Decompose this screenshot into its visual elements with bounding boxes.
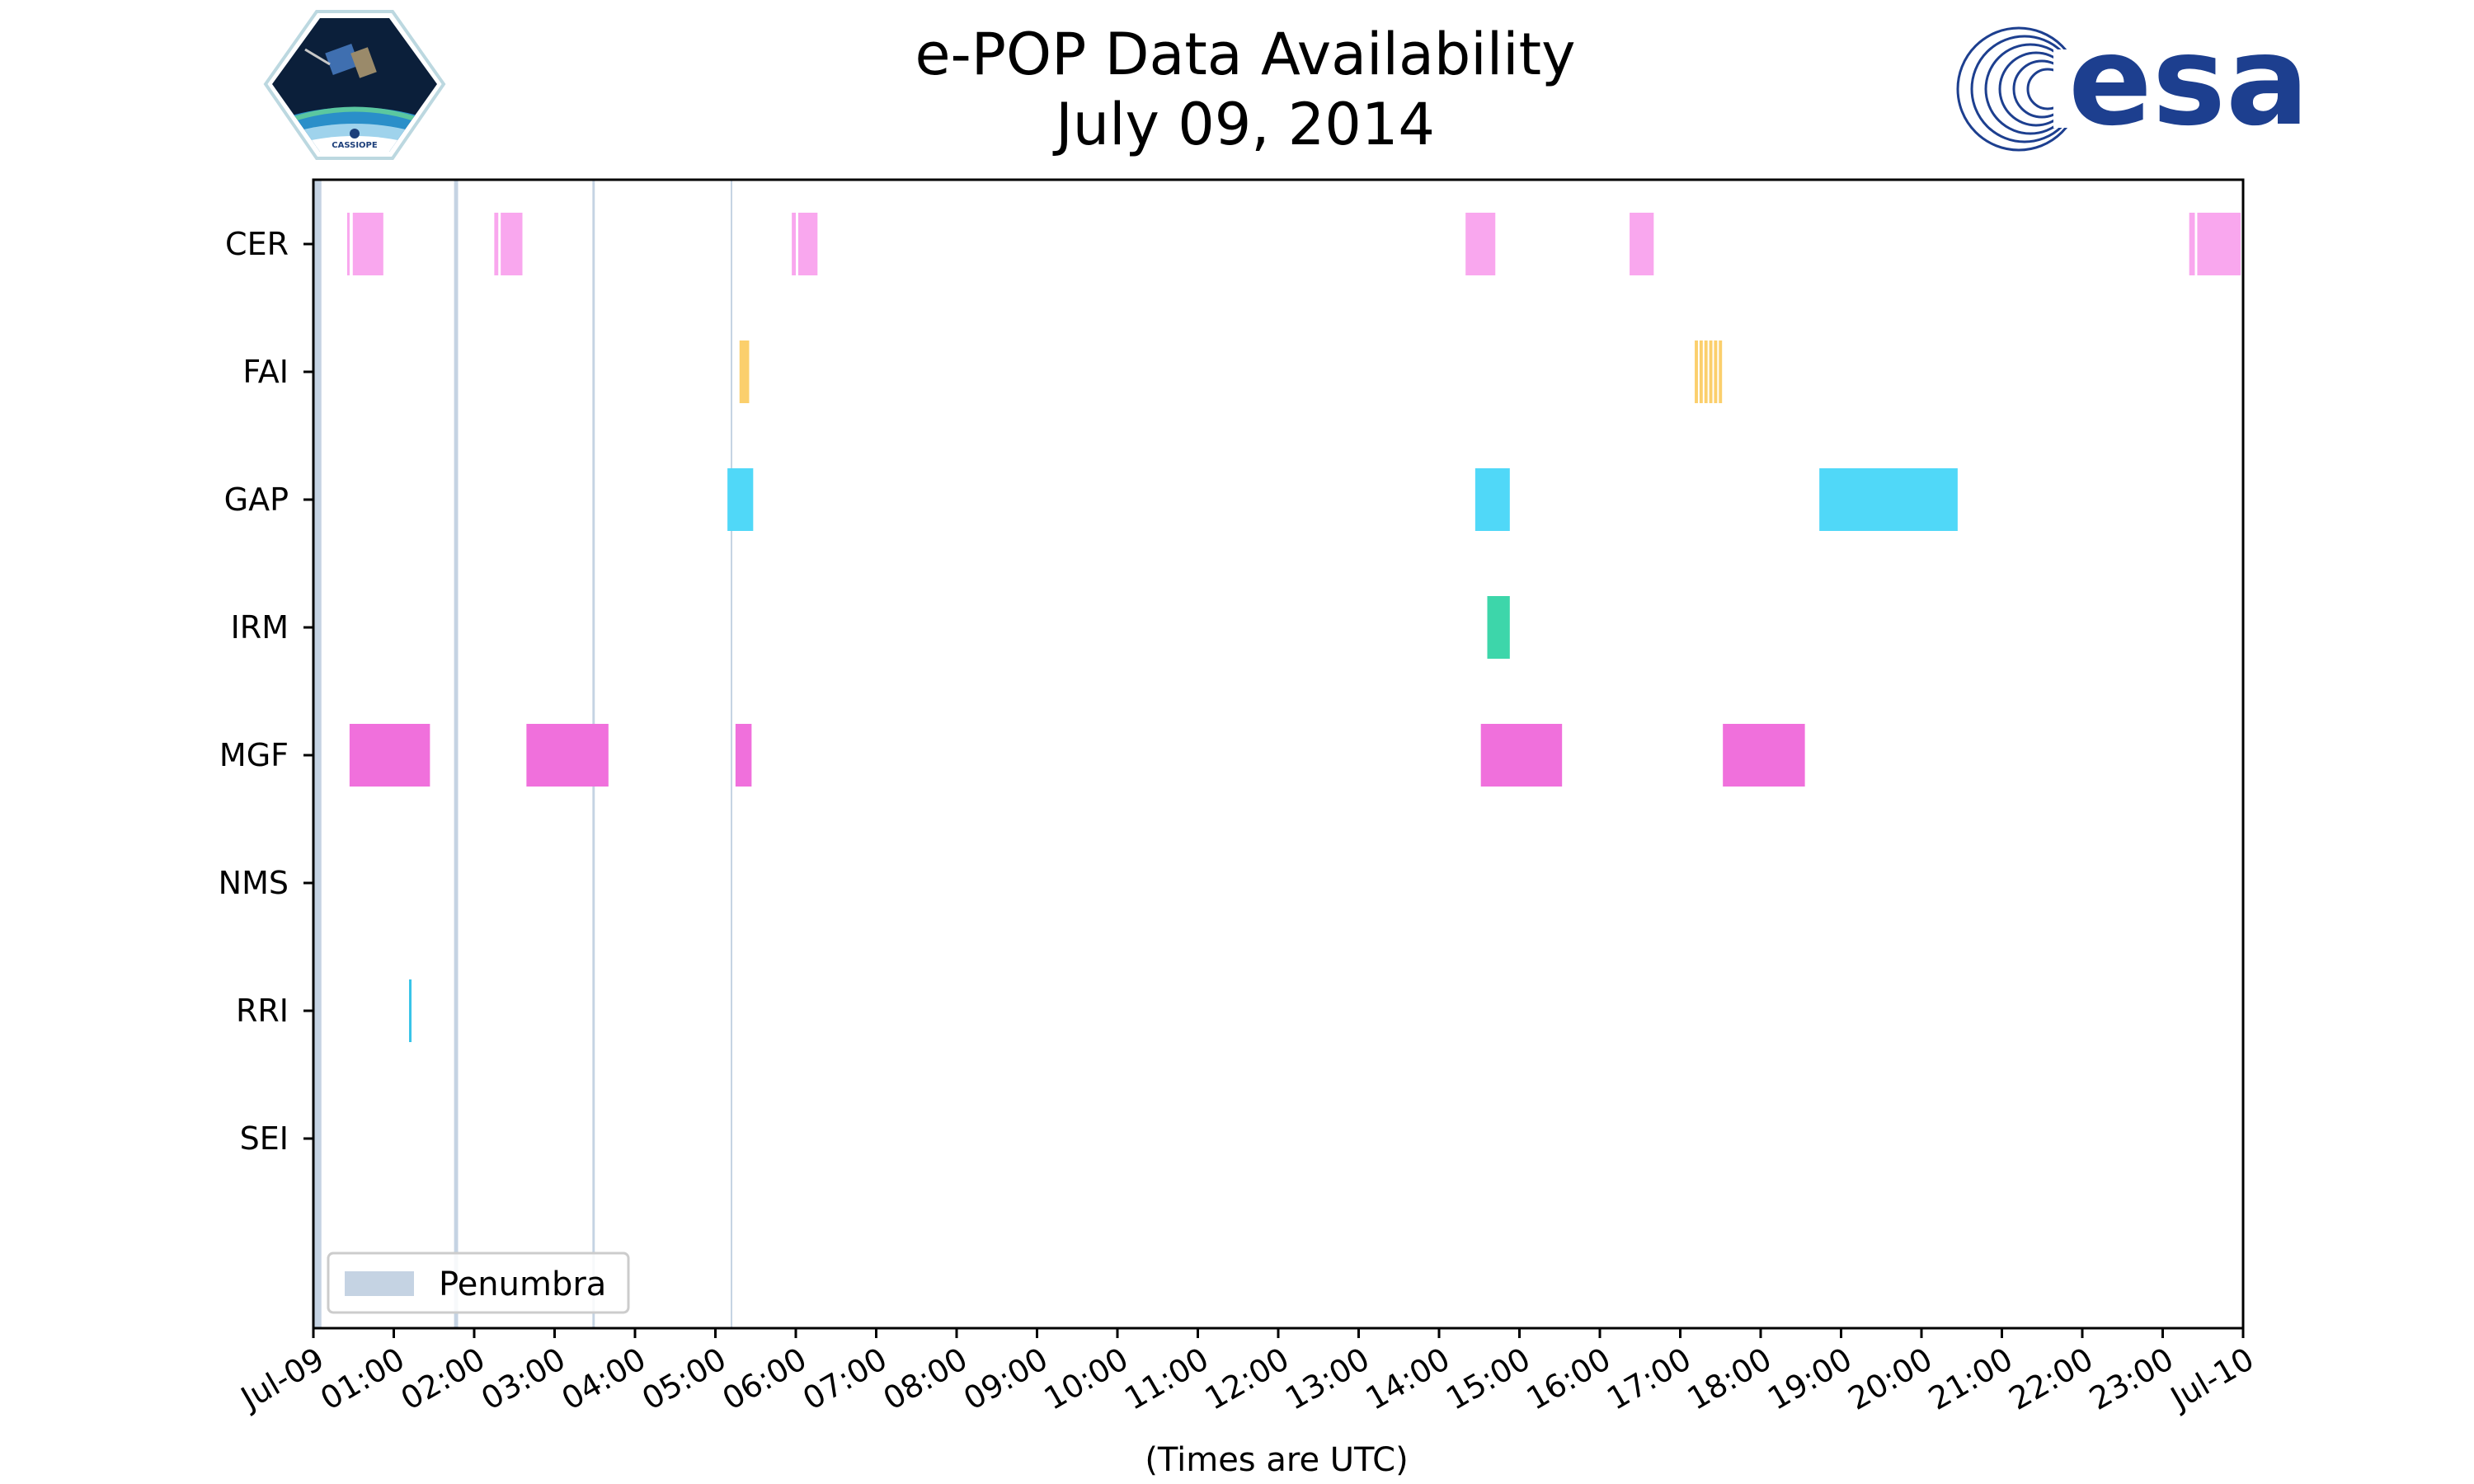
- penumbra-band: [313, 180, 322, 1328]
- availability-bar-cer: [1465, 213, 1496, 275]
- chart-title-line1: e-POP Data Availability: [915, 21, 1575, 88]
- availability-bar-fai: [739, 340, 750, 403]
- x-tick-label: 06:00: [717, 1341, 813, 1417]
- y-tick-label: RRI: [236, 993, 289, 1029]
- availability-bar-cer: [352, 213, 383, 275]
- x-tick-label: 09:00: [957, 1341, 1054, 1417]
- availability-bar-mgf: [526, 724, 609, 787]
- legend-label-penumbra: Penumbra: [439, 1266, 606, 1303]
- availability-bar-gap: [727, 468, 754, 531]
- cassiope-logo: CASSIOPE: [263, 10, 446, 160]
- legend: Penumbra: [327, 1252, 630, 1314]
- availability-bar-fai: [1714, 340, 1718, 403]
- availability-bar-cer: [1630, 213, 1654, 275]
- y-axis: CER FAI GAP IRM MGF NMS RRI SEI: [219, 226, 313, 1157]
- y-tick-label: CER: [225, 226, 289, 262]
- availability-bar-cer: [2189, 213, 2195, 275]
- availability-bar-fai: [1704, 340, 1708, 403]
- x-tick-label: 10:00: [1038, 1341, 1135, 1417]
- x-tick-label: 16:00: [1521, 1341, 1617, 1417]
- x-tick-label: 18:00: [1681, 1341, 1778, 1417]
- x-tick-label: 02:00: [395, 1341, 492, 1417]
- availability-bar-fai: [1695, 340, 1698, 403]
- bars-layer: [346, 213, 2241, 1042]
- availability-bar-fai: [1709, 340, 1713, 403]
- availability-bar-gap: [1819, 468, 1958, 531]
- x-tick-label: 20:00: [1842, 1341, 1939, 1417]
- y-tick-label: FAI: [242, 354, 289, 390]
- legend-swatch-penumbra: [345, 1271, 414, 1296]
- esa-logo-text: esa: [2068, 10, 2309, 153]
- availability-bar-fai: [1699, 340, 1703, 403]
- plot-area: [313, 180, 2243, 1328]
- x-tick-label: 01:00: [314, 1341, 411, 1417]
- penumbra-band: [731, 180, 733, 1328]
- availability-bar-cer: [346, 213, 350, 275]
- x-tick-label: 19:00: [1761, 1341, 1858, 1417]
- x-tick-label: 15:00: [1440, 1341, 1536, 1417]
- y-tick-label: MGF: [219, 737, 289, 773]
- x-tick-label: 12:00: [1199, 1341, 1296, 1417]
- x-tick-label: 11:00: [1118, 1341, 1215, 1417]
- x-axis: Jul-0901:0002:0003:0004:0005:0006:0007:0…: [233, 1328, 2260, 1417]
- x-tick-label: 03:00: [475, 1341, 571, 1417]
- availability-bar-cer: [797, 213, 818, 275]
- penumbra-band: [454, 180, 459, 1328]
- x-axis-label: (Times are UTC): [1145, 1441, 1408, 1479]
- chart-title-line2: July 09, 2014: [1052, 91, 1435, 158]
- availability-bar-mgf: [1480, 724, 1563, 787]
- x-tick-label: 07:00: [797, 1341, 893, 1417]
- x-tick-label: 22:00: [2003, 1341, 2100, 1417]
- x-tick-label: 13:00: [1279, 1341, 1376, 1417]
- x-tick-label: 08:00: [877, 1341, 974, 1417]
- y-tick-label: SEI: [240, 1120, 289, 1157]
- y-tick-label: GAP: [224, 481, 289, 518]
- availability-bar-cer: [2197, 213, 2241, 275]
- x-tick-label: 21:00: [1922, 1341, 2019, 1417]
- availability-bar-cer: [792, 213, 796, 275]
- availability-bar-irm: [1487, 596, 1510, 659]
- cassiope-logo-text: CASSIOPE: [332, 141, 378, 150]
- availability-bar-mgf: [735, 724, 752, 787]
- availability-bar-mgf: [349, 724, 430, 787]
- esa-logo: esa: [1956, 10, 2309, 153]
- x-tick-label: 14:00: [1360, 1341, 1456, 1417]
- availability-bar-mgf: [1723, 724, 1805, 787]
- x-tick-label: 17:00: [1601, 1341, 1697, 1417]
- legend-box: [327, 1252, 630, 1314]
- x-tick-label: 23:00: [2083, 1341, 2180, 1417]
- x-tick-label: Jul-09: [233, 1341, 330, 1417]
- x-tick-label: Jul-10: [2163, 1341, 2260, 1417]
- availability-bar-rri: [409, 979, 412, 1042]
- y-tick-label: IRM: [231, 609, 289, 646]
- availability-bar-gap: [1475, 468, 1510, 531]
- x-tick-label: 05:00: [636, 1341, 732, 1417]
- availability-bar-cer: [494, 213, 499, 275]
- availability-bar-cer: [501, 213, 523, 275]
- availability-bar-fai: [1719, 340, 1723, 403]
- x-tick-label: 04:00: [556, 1341, 652, 1417]
- y-tick-label: NMS: [219, 865, 289, 901]
